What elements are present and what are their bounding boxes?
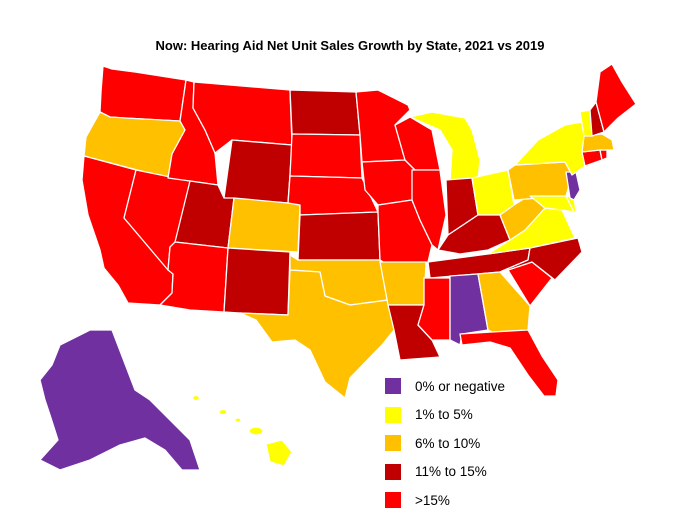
hawaii-oahu (218, 408, 228, 416)
state-RI[interactable] (599, 149, 608, 161)
legend-label: 6% to 10% (415, 435, 481, 451)
legend-item: >15% (385, 486, 555, 515)
state-NC[interactable] (499, 237, 583, 281)
state-HI[interactable] (191, 394, 293, 467)
legend-label: 1% to 5% (415, 407, 473, 423)
legend-item: 1% to 5% (385, 401, 555, 430)
map-legend: 0% or negative 1% to 5% 6% to 10% 11% to… (385, 372, 555, 515)
legend-item: 0% or negative (385, 372, 555, 401)
hawaii-kauai (191, 394, 201, 402)
hawaii-molokai (234, 417, 242, 423)
state-AK[interactable] (39, 329, 201, 471)
legend-item: 6% to 10% (385, 429, 555, 458)
legend-label: 11% to 15% (415, 464, 487, 480)
state-IL[interactable] (411, 169, 447, 251)
legend-label: 0% or negative (415, 378, 506, 394)
state-MD[interactable] (529, 195, 575, 213)
state-ME[interactable] (595, 63, 637, 133)
state-PA[interactable] (507, 161, 573, 201)
state-TX[interactable] (239, 269, 395, 399)
legend-label: >15% (415, 492, 450, 508)
state-SD[interactable] (289, 133, 363, 179)
state-MA[interactable] (581, 133, 615, 153)
state-CO[interactable] (227, 197, 301, 253)
state-ND[interactable] (289, 89, 361, 136)
state-OH[interactable] (471, 169, 515, 216)
state-WY[interactable] (223, 139, 293, 204)
state-AR[interactable] (379, 261, 427, 306)
state-MI[interactable] (409, 111, 481, 183)
legend-item: 11% to 15% (385, 458, 555, 487)
legend-swatch (385, 435, 401, 452)
map-title: Now: Hearing Aid Net Unit Sales Growth b… (155, 38, 545, 53)
legend-swatch (385, 463, 401, 480)
state-KS[interactable] (297, 211, 381, 261)
state-CT[interactable] (581, 149, 603, 167)
hawaii-big-island (265, 439, 293, 467)
state-WA[interactable] (99, 65, 187, 122)
legend-swatch (385, 378, 401, 395)
state-NM[interactable] (223, 247, 291, 316)
legend-swatch (385, 406, 401, 423)
legend-swatch (385, 492, 401, 509)
hawaii-maui (248, 426, 264, 436)
state-FL[interactable] (459, 329, 559, 397)
